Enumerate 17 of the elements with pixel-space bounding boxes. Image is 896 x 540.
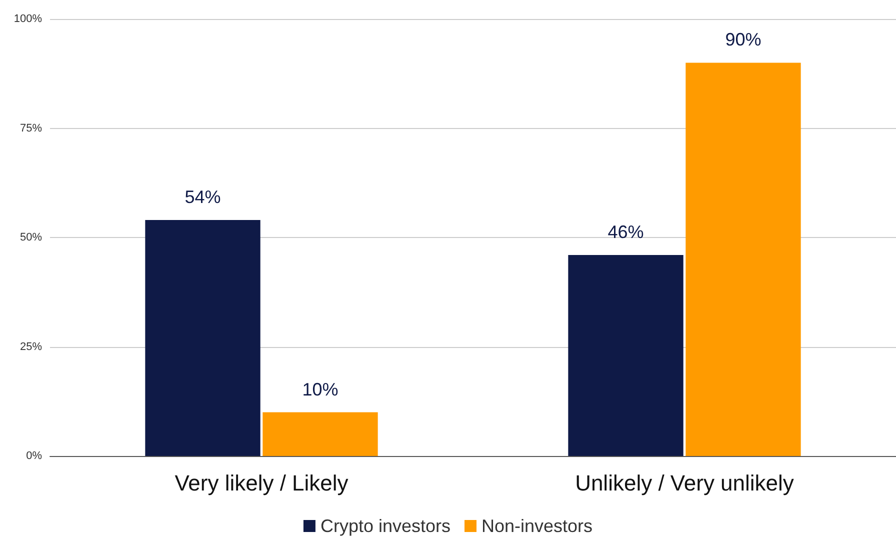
data-label: 90% [725, 30, 762, 50]
y-tick-label: 0% [26, 450, 42, 462]
legend-label: Crypto investors [320, 516, 451, 536]
bar [568, 254, 684, 456]
bar [262, 412, 378, 456]
y-tick-label: 100% [14, 13, 42, 25]
data-label: 46% [608, 222, 644, 242]
x-tick-label: Very likely / Likely [174, 470, 348, 496]
y-tick-label: 25% [20, 340, 42, 353]
y-tick-label: 75% [20, 122, 42, 134]
legend-label: Non-investors [482, 516, 593, 536]
data-label: 54% [184, 187, 221, 208]
x-tick-label: Unlikely / Very unlikely [575, 470, 794, 496]
bar [145, 220, 260, 456]
bar [686, 62, 801, 456]
y-tick-label: 50% [20, 232, 42, 244]
data-label: 10% [302, 379, 338, 400]
